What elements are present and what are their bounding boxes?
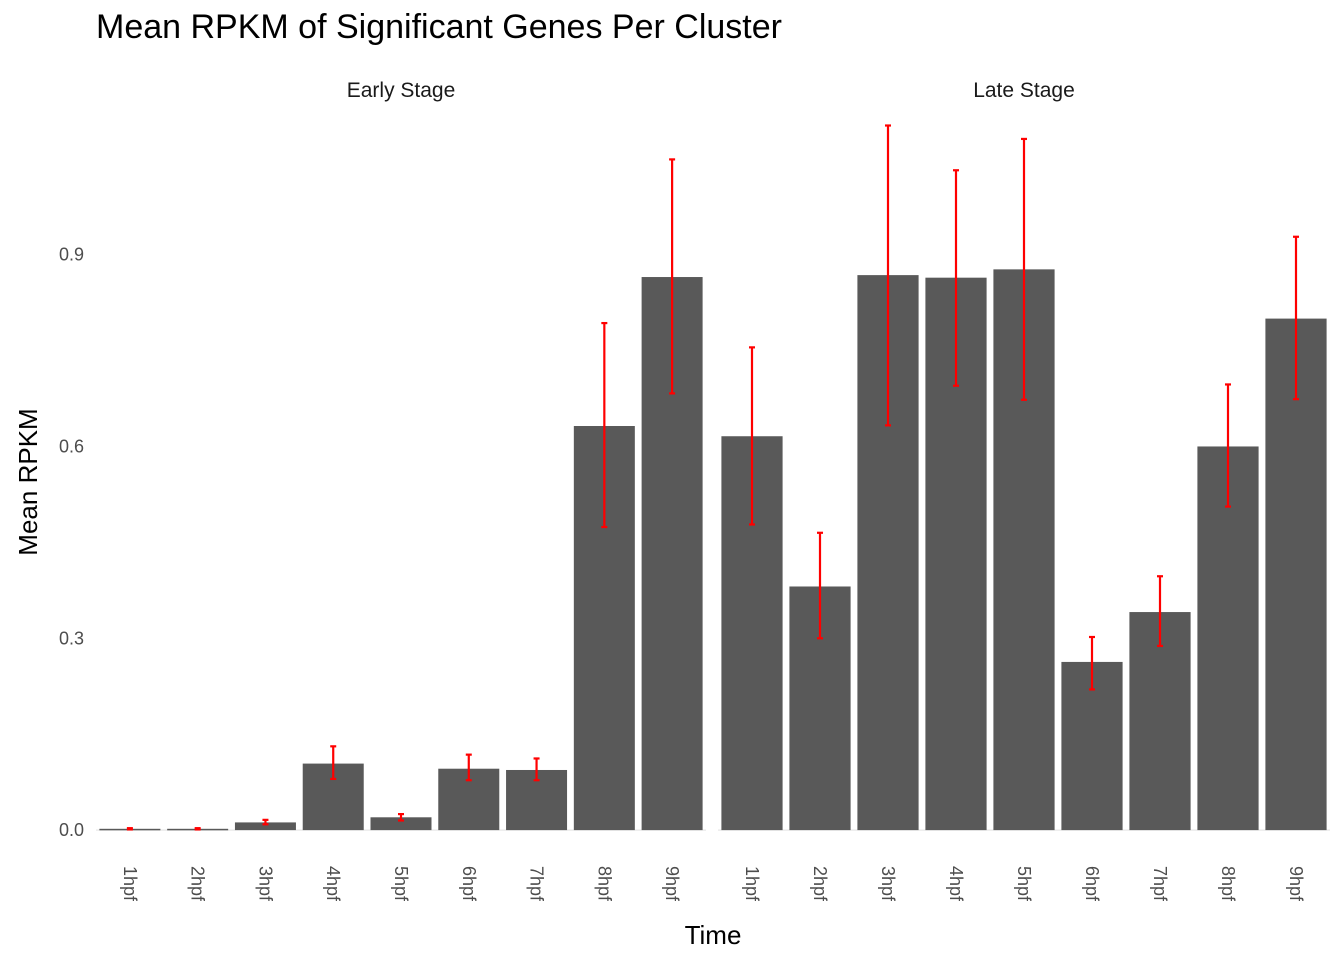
y-axis-label: Mean RPKM — [13, 408, 43, 555]
x-tick-label: 1hpf — [742, 866, 762, 902]
facet-strip-label: Late Stage — [973, 79, 1075, 102]
x-tick-label: 9hpf — [1286, 866, 1306, 902]
x-tick-label: 9hpf — [662, 866, 682, 902]
x-axis-label: Time — [685, 920, 742, 950]
x-tick-label: 2hpf — [810, 866, 830, 902]
bar — [1129, 612, 1191, 831]
x-tick-label: 5hpf — [1014, 866, 1034, 902]
x-tick-label: 4hpf — [946, 866, 966, 902]
y-tick-label: 0.3 — [59, 628, 84, 648]
x-tick-label: 6hpf — [459, 866, 479, 902]
x-tick-label: 1hpf — [120, 866, 140, 902]
x-tick-label: 3hpf — [878, 866, 898, 902]
chart-title: Mean RPKM of Significant Genes Per Clust… — [96, 8, 782, 46]
x-tick-label: 8hpf — [1218, 866, 1238, 902]
x-tick-label: 4hpf — [323, 866, 343, 902]
bar — [370, 817, 432, 831]
x-tick-label: 2hpf — [188, 866, 208, 902]
x-tick-label: 6hpf — [1082, 866, 1102, 902]
x-tick-label: 5hpf — [391, 866, 411, 902]
x-tick-label: 7hpf — [527, 866, 547, 902]
y-tick-label: 0.9 — [59, 245, 84, 265]
x-tick-label: 7hpf — [1150, 866, 1170, 902]
y-tick-label: 0.0 — [59, 820, 84, 840]
bar — [234, 822, 296, 831]
x-tick-label: 8hpf — [594, 866, 614, 902]
bar — [1197, 446, 1259, 831]
bar — [1265, 318, 1327, 831]
y-tick-label: 0.6 — [59, 436, 84, 456]
facet-strip-label: Early Stage — [347, 79, 456, 102]
x-tick-label: 3hpf — [255, 866, 275, 902]
